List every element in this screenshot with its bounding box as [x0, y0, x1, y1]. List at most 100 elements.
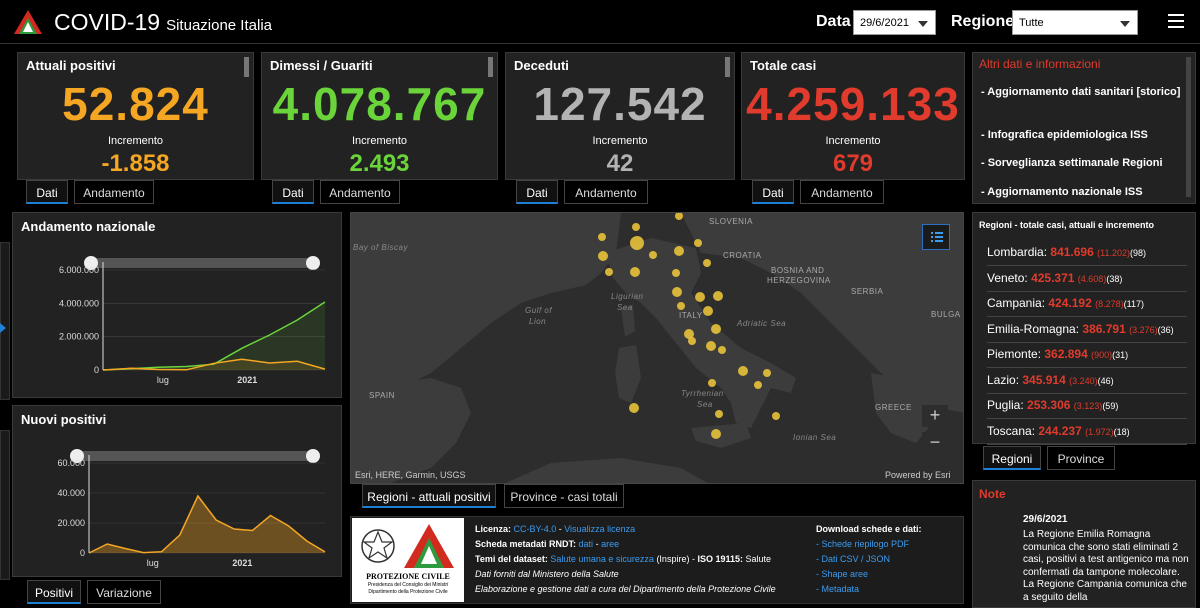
region-row[interactable]: Piemonte: 362.894 (900)(31) — [987, 343, 1187, 368]
map-label-tyrrhenian-2: Sea — [697, 400, 713, 409]
region-marker[interactable] — [711, 324, 721, 334]
tab-regioni-attuali-positivi[interactable]: Regioni - attuali positivi — [362, 484, 496, 508]
visualizza-licenza-link[interactable]: Visualizza licenza — [564, 524, 636, 534]
tab-variazione[interactable]: Variazione — [87, 580, 161, 604]
region-row[interactable]: Campania: 424.192 (8.278)(117) — [987, 292, 1187, 317]
map-attribution: Esri, HERE, Garmin, USGS — [355, 470, 466, 480]
region-row[interactable]: Lombardia: 841.696 (11.202)(98) — [987, 241, 1187, 266]
tab-andamento[interactable]: Andamento — [564, 180, 648, 204]
range-slider-handle-right[interactable] — [306, 449, 320, 463]
region-marker[interactable] — [672, 269, 680, 277]
region-marker[interactable] — [718, 346, 726, 354]
note-heading: Note — [979, 487, 1006, 501]
rndt-aree-link[interactable]: aree — [601, 539, 620, 549]
region-marker[interactable] — [754, 381, 762, 389]
region-marker[interactable] — [772, 412, 780, 420]
region-marker[interactable] — [695, 292, 705, 302]
region-marker[interactable] — [706, 341, 716, 351]
map-label-gulf-lion-2: Lion — [529, 317, 547, 326]
temi-link[interactable]: Salute umana e sicurezza — [550, 554, 654, 564]
tab-andamento[interactable]: Andamento — [800, 180, 884, 204]
regions-list-panel: Regioni - totale casi, attuali e increme… — [972, 212, 1196, 445]
tab-regioni[interactable]: Regioni — [983, 446, 1041, 470]
tab-province[interactable]: Province — [1047, 446, 1115, 470]
region-marker[interactable] — [649, 251, 657, 259]
range-slider-track[interactable] — [89, 258, 315, 268]
kpi-card-attuali-positivi: Attuali positivi 52.824 Incremento -1.85… — [17, 52, 254, 180]
map-land-svg — [351, 213, 963, 483]
region-row[interactable]: Emilia-Romagna: 386.791 (3.276)(36) — [987, 318, 1187, 343]
licenza-link[interactable]: CC-BY-4.0 — [513, 524, 557, 534]
download-link[interactable]: - Shape aree — [816, 569, 869, 579]
kpi-label: Deceduti — [514, 58, 569, 73]
map-powered-by[interactable]: Powered by Esri — [885, 470, 951, 480]
map-label-tyrrhenian: Tyrrhenian — [681, 389, 724, 398]
region-marker[interactable] — [684, 329, 694, 339]
region-marker[interactable] — [630, 236, 644, 250]
chart-andamento-nazionale: Andamento nazionale 6.000.000 4.000.000 2.… — [12, 212, 342, 398]
menu-icon[interactable] — [1168, 14, 1184, 28]
scrollbar[interactable] — [488, 57, 493, 77]
map-label-italy: ITALY — [679, 311, 703, 320]
region-marker[interactable] — [738, 366, 748, 376]
note-panel: Note 29/6/2021 La Regione Emilia Romagna… — [972, 480, 1196, 608]
download-link[interactable]: - Schede riepilogo PDF — [816, 539, 910, 549]
scrollbar[interactable] — [244, 57, 249, 77]
region-increment: (38) — [1106, 273, 1123, 284]
region-marker[interactable] — [713, 291, 723, 301]
region-marker[interactable] — [672, 287, 682, 297]
region-marker[interactable] — [703, 259, 711, 267]
info-link[interactable]: - Infografica epidemiologica ISS — [981, 129, 1148, 141]
info-link[interactable]: - Aggiornamento dati sanitari [storico] — [981, 86, 1181, 98]
region-marker[interactable] — [674, 246, 684, 256]
region-marker[interactable] — [629, 403, 639, 413]
tab-andamento[interactable]: Andamento — [74, 180, 154, 204]
zoom-out-button[interactable]: − — [922, 432, 948, 454]
tab-province-casi-totali[interactable]: Province - casi totali — [504, 484, 624, 508]
region-marker[interactable] — [677, 302, 685, 310]
region-marker[interactable] — [630, 267, 640, 277]
chart-title: Nuovi positivi — [21, 412, 107, 427]
tab-positivi[interactable]: Positivi — [27, 580, 81, 604]
region-marker[interactable] — [688, 337, 696, 345]
region-marker[interactable] — [675, 213, 683, 220]
tab-andamento[interactable]: Andamento — [320, 180, 400, 204]
region-marker[interactable] — [598, 251, 608, 261]
scrollbar[interactable] — [1186, 57, 1191, 197]
range-slider-handle-right[interactable] — [306, 256, 320, 270]
region-row[interactable]: Veneto: 425.371 (4.608)(38) — [987, 267, 1187, 292]
tab-dati[interactable]: Dati — [752, 180, 794, 204]
region-select[interactable]: Tutte — [1012, 10, 1138, 35]
rndt-dati-link[interactable]: dati — [578, 539, 594, 549]
region-marker[interactable] — [708, 379, 716, 387]
date-select[interactable]: 29/6/2021 — [853, 10, 936, 35]
tab-dati[interactable]: Dati — [272, 180, 314, 204]
region-marker[interactable] — [711, 429, 721, 439]
tab-dati[interactable]: Dati — [26, 180, 68, 204]
map-view[interactable]: SLOVENIA CROATIA BOSNIA AND HERZEGOVINA … — [350, 212, 964, 484]
region-row[interactable]: Puglia: 253.306 (3.123)(59) — [987, 394, 1187, 419]
range-slider-handle-left[interactable] — [70, 449, 84, 463]
region-marker[interactable] — [598, 233, 606, 241]
range-slider-track[interactable] — [75, 451, 315, 461]
series-area — [103, 359, 325, 370]
zoom-in-button[interactable]: + — [922, 405, 948, 427]
region-marker[interactable] — [703, 306, 713, 316]
region-marker[interactable] — [763, 369, 771, 377]
region-marker[interactable] — [605, 268, 613, 276]
expand-arrow-icon[interactable] — [0, 320, 6, 333]
region-marker[interactable] — [694, 239, 702, 247]
region-marker[interactable] — [632, 223, 640, 231]
info-link[interactable]: - Sorveglianza settimanale Regioni — [981, 157, 1163, 169]
info-link[interactable]: - Aggiornamento nazionale ISS — [981, 186, 1143, 198]
scrollbar[interactable] — [725, 57, 730, 77]
region-row[interactable]: Lazio: 345.914 (3.240)(46) — [987, 369, 1187, 394]
region-row[interactable]: Toscana: 244.237 (1.972)(18) — [987, 420, 1187, 445]
region-marker[interactable] — [715, 410, 723, 418]
map-legend-list-icon[interactable] — [922, 224, 950, 250]
download-link[interactable]: - Metadata — [816, 584, 860, 594]
tab-dati[interactable]: Dati — [516, 180, 558, 204]
range-slider-handle-left[interactable] — [84, 256, 98, 270]
download-heading: Download schede e dati: — [816, 524, 922, 534]
download-link[interactable]: - Dati CSV / JSON — [816, 554, 891, 564]
